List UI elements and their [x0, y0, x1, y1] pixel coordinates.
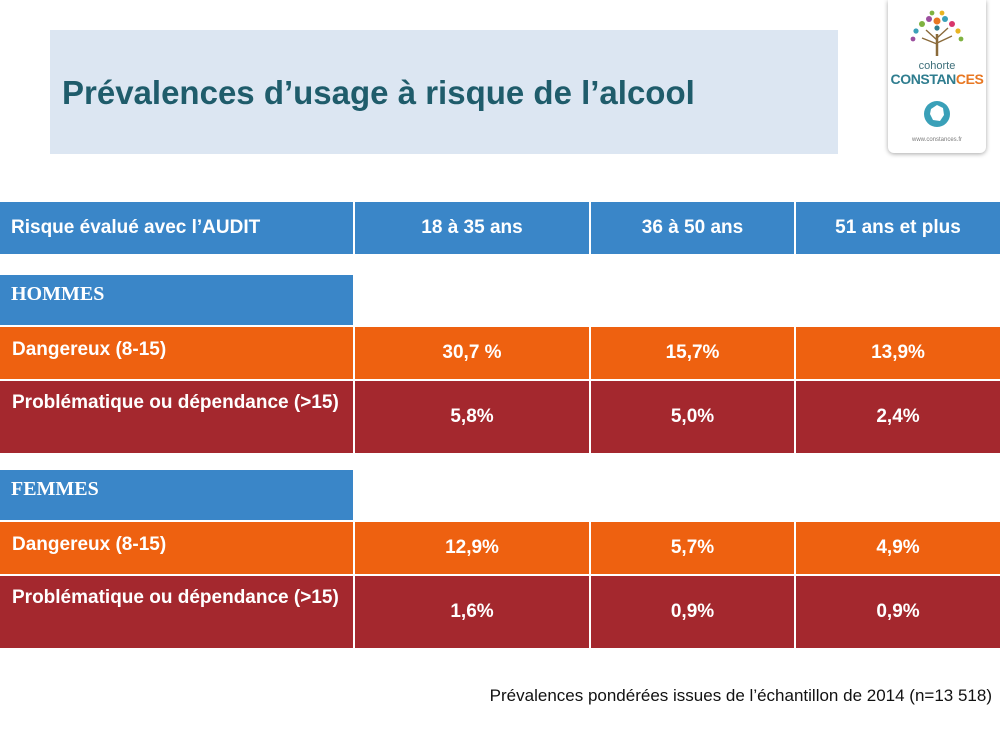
- row-label-femmes-dangereux: Dangereux (8-15): [0, 522, 353, 574]
- logo-url: www.constances.fr: [911, 137, 963, 143]
- row-label-hommes-dangereux: Dangereux (8-15): [0, 327, 353, 379]
- page-title: Prévalences d’usage à risque de l’alcool: [62, 74, 695, 111]
- logo-line1: cohorte: [918, 60, 956, 72]
- value-hommes-dangereux-18-35: 30,7 %: [355, 327, 589, 379]
- value-femmes-dangereux-51-plus: 4,9%: [796, 522, 1000, 574]
- value-hommes-dangereux-51-plus: 13,9%: [796, 327, 1000, 379]
- value-femmes-dangereux-36-50: 5,7%: [591, 522, 794, 574]
- value-femmes-dangereux-18-35: 12,9%: [355, 522, 589, 574]
- value-femmes-problematique-18-35: 1,6%: [355, 576, 589, 648]
- value-femmes-problematique-36-50: 0,9%: [591, 576, 794, 648]
- header-risk-label: Risque évalué avec l’AUDIT: [0, 202, 353, 254]
- header-age-51-plus: 51 ans et plus: [796, 202, 1000, 254]
- map-badge-icon: [924, 101, 950, 127]
- section-femmes: FEMMES: [0, 470, 353, 520]
- footnote: Prévalences pondérées issues de l’échant…: [489, 686, 992, 705]
- tree-icon: [910, 10, 964, 56]
- row-label-hommes-problematique: Problématique ou dépendance (>15): [0, 381, 353, 453]
- logo-line2: CONSTANCES: [890, 71, 984, 87]
- value-hommes-problematique-51-plus: 2,4%: [796, 381, 1000, 453]
- section-hommes: HOMMES: [0, 275, 353, 325]
- value-hommes-problematique-18-35: 5,8%: [355, 381, 589, 453]
- value-hommes-dangereux-36-50: 15,7%: [591, 327, 794, 379]
- header-age-36-50: 36 à 50 ans: [591, 202, 794, 254]
- title-banner: Prévalences d’usage à risque de l’alcool: [50, 30, 838, 154]
- constances-logo: cohorte CONSTANCES www.constances.fr: [888, 0, 986, 153]
- header-age-18-35: 18 à 35 ans: [355, 202, 589, 254]
- tree-logo-icon: [910, 10, 964, 127]
- value-hommes-problematique-36-50: 5,0%: [591, 381, 794, 453]
- value-femmes-problematique-51-plus: 0,9%: [796, 576, 1000, 648]
- row-label-femmes-problematique: Problématique ou dépendance (>15): [0, 576, 353, 648]
